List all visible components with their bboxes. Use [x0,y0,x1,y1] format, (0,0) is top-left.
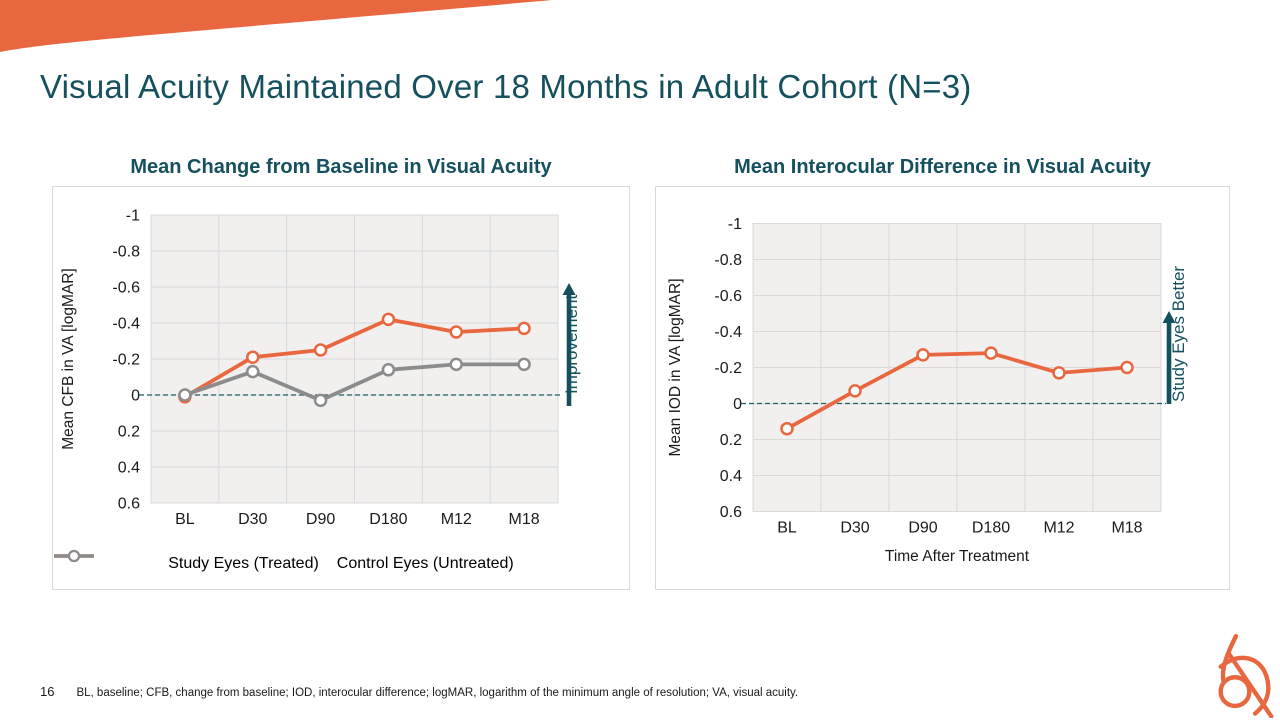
x-tick-label: D30 [840,520,869,537]
page-number: 16 [40,684,55,699]
iod-line-chart: -1 -0.8 -0.6 -0.4 -0.2 0 0.2 0.4 0.6 BL D30 D90 D180… [667,216,1188,565]
y-tick-label: -0.8 [714,252,742,269]
y-axis-title: Mean IOD in VA [logMAR] [667,278,684,456]
series-line [183,317,525,399]
data-point-marker [178,388,192,402]
chart-box-cfb: -1 -0.8 -0.6 -0.4 -0.2 0 0.2 0.4 0.6 BL D30 D90 D180… [52,186,630,590]
corner-swoosh-icon [0,0,552,52]
data-point-marker [381,363,396,377]
y-tick-label: 0.6 [720,504,742,521]
swoosh-shape [0,0,552,52]
data-point-marker [313,343,328,357]
series-line [786,351,1128,431]
chart-legend: Study Eyes (Treated) Control Eyes (Untrea… [53,549,629,579]
logo-stem [1220,633,1239,684]
chart-card-iod: Mean Interocular Difference in Visual Ac… [655,150,1230,590]
y-tick-label: -0.6 [714,288,742,305]
data-point-marker [246,364,260,379]
data-point-marker [449,325,463,339]
y-tick-label: 0.2 [118,424,140,441]
data-point-marker [916,348,930,362]
x-tick-label: D180 [972,520,1010,537]
footer: 16 BL, baseline; CFB, change from baseli… [40,684,798,699]
slide-title: Visual Acuity Maintained Over 18 Months … [40,68,972,105]
data-point-marker [517,357,531,372]
logo-loop [1218,675,1252,709]
annotation-label: Study Eyes Better [1169,266,1188,402]
chart-title-iod: Mean Interocular Difference in Visual Ac… [734,156,1151,178]
annotation-arrowhead-icon [1162,311,1176,323]
x-tick-label: M18 [1111,520,1142,537]
y-tick-label: 0 [733,396,742,413]
y-tick-label: -0.2 [112,352,140,369]
chart-card-cfb: Mean Change from Baseline in Visual Acui… [52,150,630,590]
legend-label: Study Eyes (Treated) [168,555,319,572]
series-line [184,362,525,403]
x-tick-label: D30 [238,511,267,528]
annotation-arrowhead-icon [562,283,576,295]
x-tick-label: D90 [306,511,335,528]
y-tick-label: -0.6 [112,280,140,297]
data-point-marker [984,346,998,360]
company-logo-icon [1218,633,1274,718]
x-tick-label: M18 [509,511,540,528]
data-point-marker [780,421,794,436]
footnote: BL, baseline; CFB, change from baseline;… [76,687,799,699]
data-point-marker [517,321,531,336]
legend-item: Control Eyes (Untreated) [54,549,514,573]
y-tick-label: -0.2 [714,360,742,377]
y-tick-label: 0.6 [118,496,140,513]
y-tick-label: -0.4 [112,316,140,333]
data-point-marker [1120,360,1134,375]
y-tick-label: 0.4 [118,460,140,477]
y-tick-label: 0.4 [720,468,742,485]
x-tick-label: BL [175,511,195,528]
x-axis-title: Time After Treatment [885,548,1030,565]
data-point-marker [381,312,396,327]
data-point-marker [313,393,328,408]
data-point-marker [848,384,862,398]
x-tick-label: M12 [441,511,472,528]
data-point-marker [449,357,463,372]
y-tick-label: 0.2 [720,432,742,449]
chart-title-cfb: Mean Change from Baseline in Visual Acui… [130,156,552,178]
data-point-marker [246,350,260,364]
y-tick-label: 0 [131,388,140,405]
data-point-marker [1052,366,1066,380]
y-tick-label: -0.4 [714,324,742,341]
cfb-line-chart: -1 -0.8 -0.6 -0.4 -0.2 0 0.2 0.4 0.6 BL D30 D90 D180… [60,208,581,529]
logo-diagonal [1227,652,1274,718]
x-tick-label: M12 [1043,520,1074,537]
x-tick-label: D90 [908,520,937,537]
y-axis-title: Mean CFB in VA [logMAR] [60,268,77,449]
x-tick-label: D180 [369,511,407,528]
y-tick-label: -0.8 [112,244,140,261]
y-tick-label: -1 [728,216,742,233]
legend-item: Study Eyes (Treated) [54,549,319,573]
x-tick-label: BL [777,520,797,537]
y-tick-label: -1 [126,208,140,225]
chart-box-iod: -1 -0.8 -0.6 -0.4 -0.2 0 0.2 0.4 0.6 BL D30 D90 D180… [655,186,1230,590]
annotation-label: Improvement [562,295,581,394]
legend-label: Control Eyes (Untreated) [336,555,514,572]
legend-marker-icon [54,549,94,563]
